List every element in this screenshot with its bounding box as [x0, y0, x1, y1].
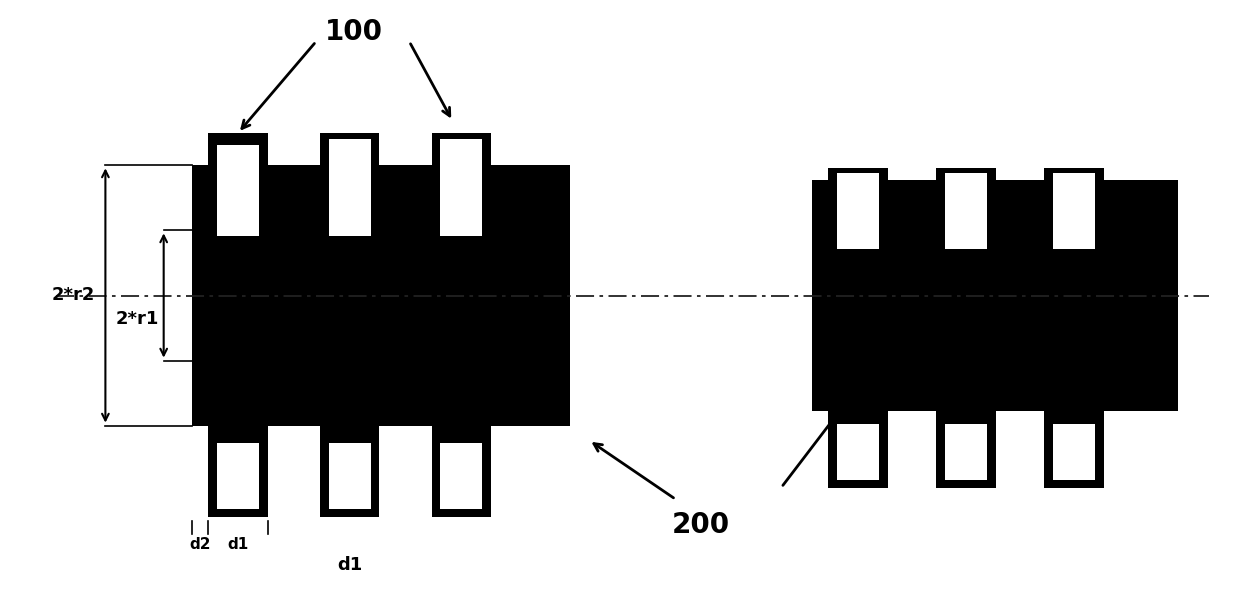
Bar	[192, 165, 570, 426]
Bar	[329, 139, 371, 236]
Bar	[945, 424, 987, 480]
Bar	[1053, 173, 1095, 249]
Bar	[208, 133, 268, 248]
Bar	[936, 168, 996, 260]
Bar	[329, 443, 371, 509]
Bar	[812, 180, 1178, 411]
Bar	[837, 424, 879, 480]
Bar	[837, 173, 879, 249]
Bar	[217, 145, 259, 236]
Text: 200: 200	[672, 511, 729, 539]
Text: 2*r1: 2*r1	[115, 310, 159, 328]
Text: 100: 100	[325, 18, 382, 46]
Bar	[1053, 424, 1095, 480]
Bar	[208, 426, 268, 517]
Bar	[432, 426, 491, 517]
Bar	[828, 411, 888, 488]
Text: d1: d1	[337, 556, 362, 573]
Bar	[217, 443, 259, 509]
Bar	[1044, 411, 1104, 488]
Bar	[1044, 168, 1104, 260]
Bar	[320, 133, 379, 248]
Bar	[945, 173, 987, 249]
Text: d1: d1	[227, 537, 249, 551]
Bar	[936, 411, 996, 488]
Bar	[320, 426, 379, 517]
Bar	[828, 168, 888, 260]
Text: 2*r2: 2*r2	[52, 287, 95, 304]
Bar	[432, 133, 491, 248]
Bar	[440, 443, 482, 509]
Text: d2: d2	[190, 537, 211, 551]
Bar	[440, 139, 482, 236]
